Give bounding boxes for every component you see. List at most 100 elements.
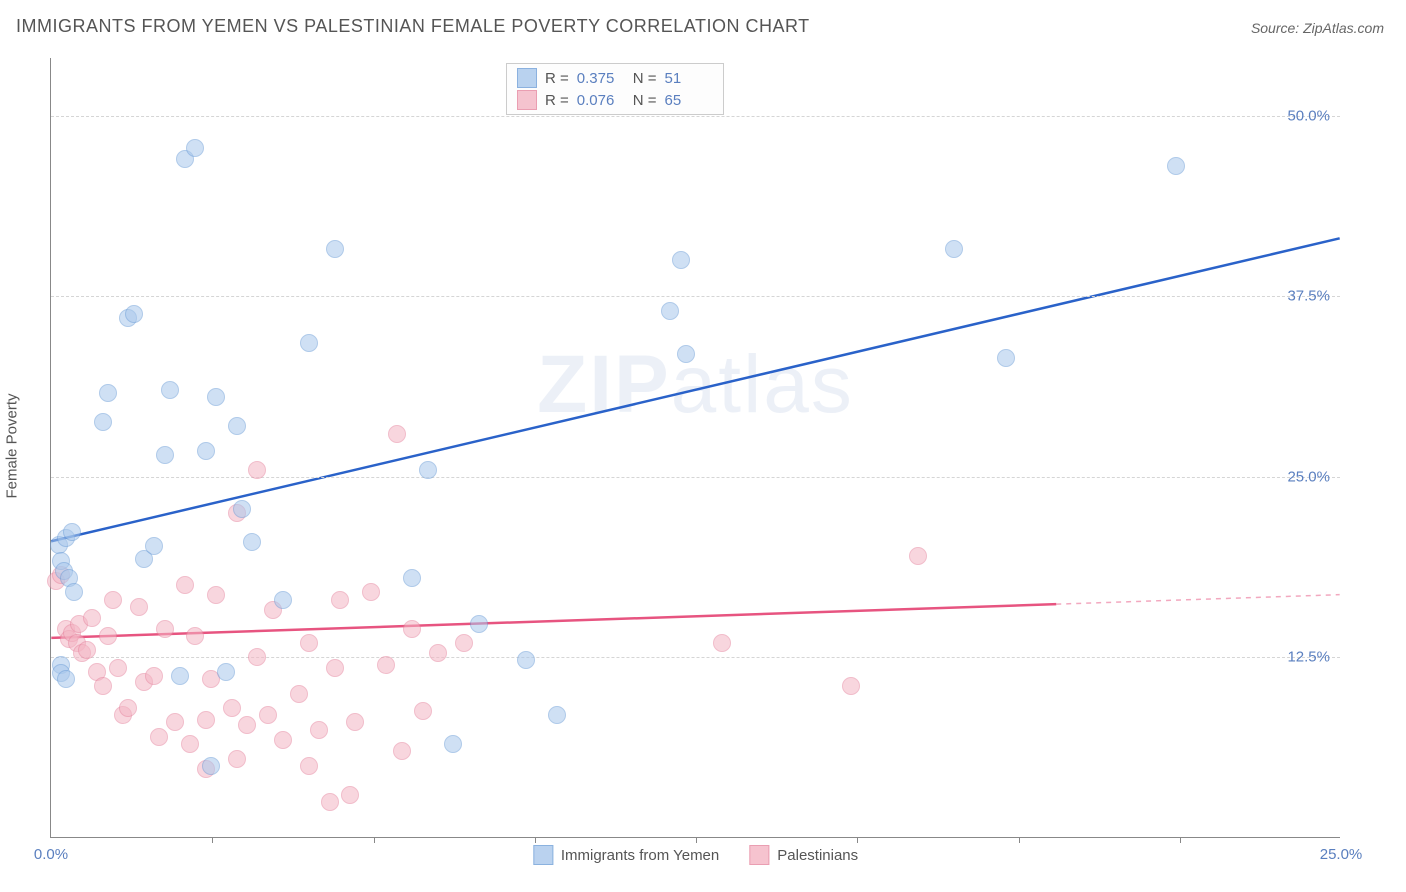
data-point	[217, 663, 235, 681]
data-point	[197, 711, 215, 729]
data-point	[207, 388, 225, 406]
data-point	[248, 648, 266, 666]
data-point	[331, 591, 349, 609]
x-minor-tick	[212, 837, 213, 843]
data-point	[228, 750, 246, 768]
data-point	[429, 644, 447, 662]
data-point	[661, 302, 679, 320]
data-point	[176, 576, 194, 594]
data-point	[228, 417, 246, 435]
legend-swatch	[517, 68, 537, 88]
data-point	[181, 735, 199, 753]
data-point	[997, 349, 1015, 367]
x-minor-tick	[374, 837, 375, 843]
data-point	[290, 685, 308, 703]
data-point	[326, 659, 344, 677]
legend-top: R =0.375N =51R =0.076N =65	[506, 63, 724, 115]
data-point	[171, 667, 189, 685]
data-point	[83, 609, 101, 627]
x-minor-tick	[1180, 837, 1181, 843]
watermark-bold: ZIP	[537, 339, 671, 430]
data-point	[202, 757, 220, 775]
x-minor-tick	[857, 837, 858, 843]
data-point	[548, 706, 566, 724]
data-point	[119, 699, 137, 717]
data-point	[388, 425, 406, 443]
data-point	[672, 251, 690, 269]
data-point	[842, 677, 860, 695]
x-minor-tick	[535, 837, 536, 843]
data-point	[713, 634, 731, 652]
legend-swatch	[533, 845, 553, 865]
data-point	[909, 547, 927, 565]
data-point	[145, 537, 163, 555]
data-point	[145, 667, 163, 685]
trend-line	[51, 238, 1339, 541]
data-point	[310, 721, 328, 739]
data-point	[78, 641, 96, 659]
data-point	[63, 523, 81, 541]
plot-area: ZIPatlas R =0.375N =51R =0.076N =65 Immi…	[50, 58, 1340, 838]
data-point	[403, 620, 421, 638]
x-tick-label: 25.0%	[1320, 846, 1363, 863]
grid-line	[51, 116, 1340, 117]
legend-series-name: Palestinians	[777, 847, 858, 864]
data-point	[99, 384, 117, 402]
grid-line	[51, 477, 1340, 478]
data-point	[104, 591, 122, 609]
data-point	[186, 139, 204, 157]
x-minor-tick	[1019, 837, 1020, 843]
legend-series-name: Immigrants from Yemen	[561, 847, 719, 864]
data-point	[300, 334, 318, 352]
legend-n-label: N =	[633, 70, 657, 87]
data-point	[1167, 157, 1185, 175]
data-point	[156, 620, 174, 638]
legend-n-value: 65	[665, 92, 713, 109]
y-tick-label: 25.0%	[1287, 468, 1330, 485]
legend-bottom-item: Palestinians	[749, 845, 858, 865]
data-point	[233, 500, 251, 518]
data-point	[403, 569, 421, 587]
y-axis-label: Female Poverty	[4, 393, 21, 498]
data-point	[945, 240, 963, 258]
legend-swatch	[749, 845, 769, 865]
data-point	[321, 793, 339, 811]
data-point	[125, 305, 143, 323]
data-point	[274, 731, 292, 749]
legend-r-value: 0.375	[577, 70, 625, 87]
legend-top-row: R =0.375N =51	[517, 68, 713, 88]
data-point	[274, 591, 292, 609]
data-point	[346, 713, 364, 731]
x-tick-label: 0.0%	[34, 846, 68, 863]
data-point	[419, 461, 437, 479]
data-point	[259, 706, 277, 724]
data-point	[377, 656, 395, 674]
source-label: Source: ZipAtlas.com	[1251, 20, 1384, 36]
data-point	[186, 627, 204, 645]
legend-r-label: R =	[545, 70, 569, 87]
data-point	[444, 735, 462, 753]
watermark: ZIPatlas	[537, 338, 854, 432]
data-point	[94, 677, 112, 695]
data-point	[161, 381, 179, 399]
data-point	[109, 659, 127, 677]
data-point	[207, 586, 225, 604]
data-point	[99, 627, 117, 645]
y-tick-label: 50.0%	[1287, 107, 1330, 124]
legend-top-row: R =0.076N =65	[517, 90, 713, 110]
data-point	[300, 634, 318, 652]
data-point	[248, 461, 266, 479]
data-point	[238, 716, 256, 734]
grid-line	[51, 657, 1340, 658]
x-minor-tick	[696, 837, 697, 843]
data-point	[243, 533, 261, 551]
legend-r-value: 0.076	[577, 92, 625, 109]
legend-swatch	[517, 90, 537, 110]
data-point	[223, 699, 241, 717]
data-point	[130, 598, 148, 616]
data-point	[57, 670, 75, 688]
legend-bottom: Immigrants from Yemen Palestinians	[533, 845, 858, 865]
data-point	[326, 240, 344, 258]
watermark-light: atlas	[671, 339, 854, 430]
chart-title: IMMIGRANTS FROM YEMEN VS PALESTINIAN FEM…	[16, 16, 810, 37]
